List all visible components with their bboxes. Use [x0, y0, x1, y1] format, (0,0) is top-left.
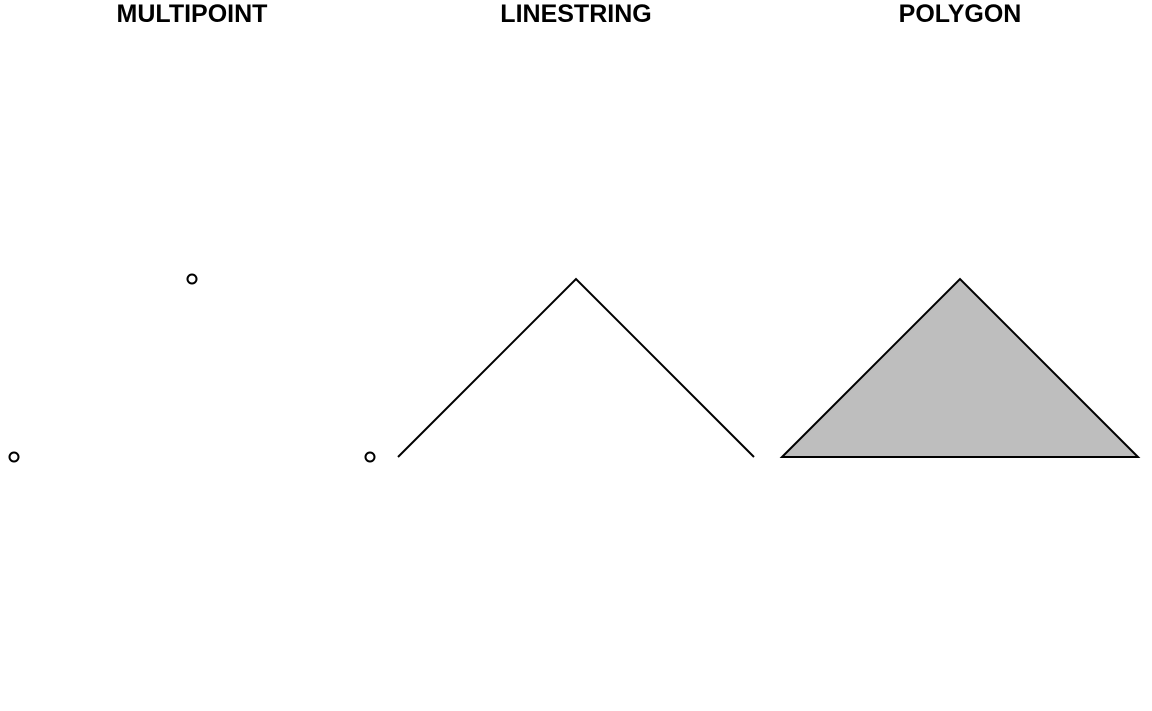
multipoint-title: MULTIPOINT	[117, 0, 268, 28]
linestring-start-marker	[364, 451, 376, 463]
multipoint-marks	[8, 273, 198, 463]
polygon-marks	[779, 277, 1141, 458]
linestring-title: LINESTRING	[500, 0, 651, 28]
multipoint-point-1	[186, 273, 198, 285]
polygon-panel: POLYGON	[779, 0, 1141, 458]
multipoint-panel: MULTIPOINT	[8, 0, 268, 463]
linestring-marks	[364, 277, 755, 463]
linestring-panel: LINESTRING	[364, 0, 755, 463]
multipoint-point-0	[8, 451, 20, 463]
linestring-line	[397, 277, 755, 458]
polygon-shape	[779, 277, 1141, 458]
polygon-title: POLYGON	[899, 0, 1022, 28]
